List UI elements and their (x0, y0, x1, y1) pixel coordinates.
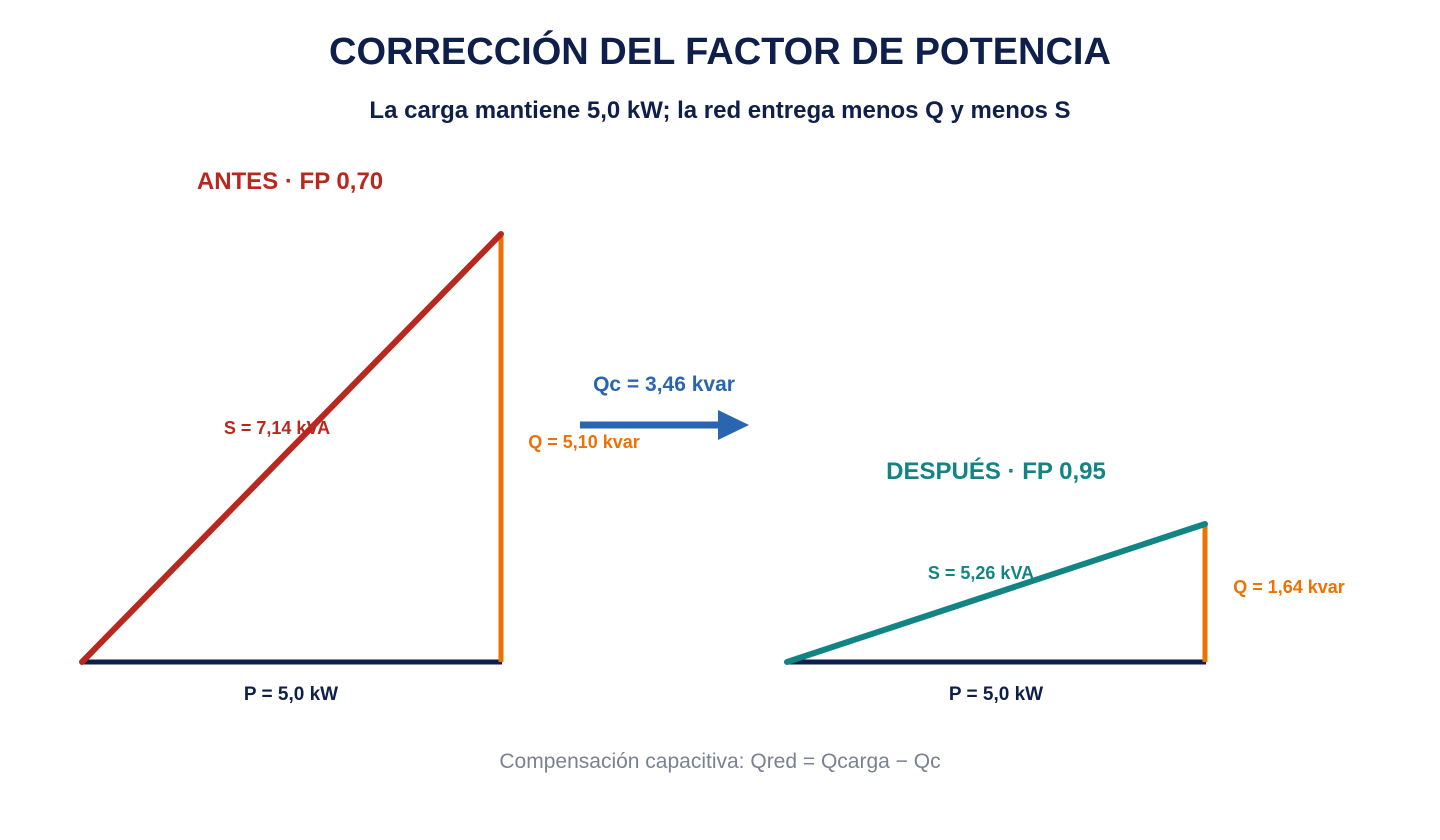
compensation-arrow: Qc = 3,46 kvar (580, 373, 749, 440)
before-s-label: S = 7,14 kVA (224, 418, 330, 438)
after-heading: DESPUÉS · FP 0,95 (886, 457, 1106, 485)
page-subtitle: La carga mantiene 5,0 kW; la red entrega… (369, 97, 1070, 124)
before-heading: ANTES · FP 0,70 (197, 168, 383, 195)
before-power-triangle: ANTES · FP 0,70 S = 7,14 kVA Q = 5,10 kv… (79, 168, 640, 705)
before-q-label: Q = 5,10 kvar (528, 432, 640, 452)
after-p-label: P = 5,0 kW (949, 684, 1043, 705)
after-s-label: S = 5,26 kVA (928, 563, 1034, 583)
page-title: CORRECCIÓN DEL FACTOR DE POTENCIA (329, 29, 1111, 73)
after-s-hypotenuse (784, 521, 1208, 665)
after-q-label: Q = 1,64 kvar (1233, 577, 1345, 597)
compensation-label: Qc = 3,46 kvar (593, 373, 735, 396)
after-power-triangle: DESPUÉS · FP 0,95 S = 5,26 kVA Q = 1,64 … (784, 457, 1345, 705)
before-s-hypotenuse (79, 231, 504, 665)
before-p-label: P = 5,0 kW (244, 684, 338, 705)
footer-formula: Compensación capacitiva: Qred = Qcarga −… (499, 750, 940, 773)
compensation-arrow-head (718, 410, 749, 440)
